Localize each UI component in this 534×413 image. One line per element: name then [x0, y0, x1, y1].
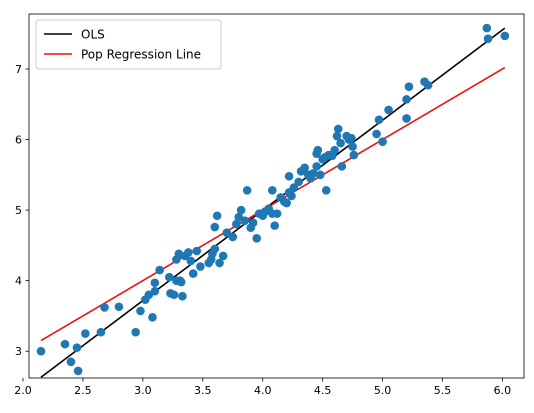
x-tick-label-8: 6.0	[494, 384, 512, 397]
scatter-point-31	[196, 262, 205, 271]
scatter-point-9	[131, 327, 140, 337]
scatter-point-55	[268, 186, 277, 195]
scatter-point-60	[282, 198, 291, 208]
x-tick-label-0: 2.0	[14, 384, 32, 397]
scatter-point-3	[72, 343, 82, 352]
scatter-point-81	[332, 131, 342, 141]
x-tick-label-2: 3.0	[134, 384, 152, 397]
scatter-point-1	[60, 339, 70, 349]
scatter-point-41	[228, 232, 238, 242]
scatter-point-90	[372, 129, 381, 139]
scatter-point-67	[300, 163, 309, 173]
y-tick-label-4: 7	[15, 63, 22, 76]
scatter-point-99	[482, 23, 492, 33]
y-tick-label-2: 5	[15, 204, 22, 217]
x-tick-label-6: 5.0	[374, 384, 392, 397]
scatter-point-87	[347, 133, 356, 143]
legend-label-0: OLS	[81, 28, 105, 42]
legend-label-1: Pop Regression Line	[81, 48, 201, 62]
y-tick-label-1: 4	[15, 275, 22, 288]
regression-lines	[40, 27, 506, 378]
scatter-point-17	[164, 272, 174, 282]
scatter-point-19	[169, 290, 179, 300]
scatter-point-7	[100, 303, 109, 312]
scatter-point-35	[210, 244, 220, 254]
scatter-point-63	[287, 191, 296, 201]
legend-box	[35, 19, 222, 70]
scatter-point-28	[186, 256, 196, 266]
scatter-point-40	[222, 228, 232, 237]
scatter-point-93	[384, 105, 393, 115]
scatter-point-83	[336, 138, 345, 148]
scatter-point-92	[378, 137, 387, 146]
scatter-point-91	[374, 115, 384, 125]
scatter-point-98	[423, 80, 433, 90]
x-tick-label-1: 2.5	[74, 384, 92, 397]
scatter-point-25	[178, 291, 187, 301]
scatter-point-29	[188, 269, 198, 278]
scatter-point-80	[330, 145, 339, 155]
scatter-point-94	[402, 114, 411, 123]
scatter-point-49	[252, 234, 262, 243]
scatter-point-100	[483, 34, 493, 43]
scatter-point-2	[66, 357, 76, 367]
scatter-point-8	[114, 302, 124, 312]
scatter-point-71	[312, 162, 321, 171]
scatter-point-101	[500, 31, 510, 41]
scatter-point-5	[81, 329, 90, 338]
scatter-point-37	[212, 211, 222, 221]
scatter-point-56	[270, 221, 280, 230]
scatter-point-16	[155, 265, 164, 275]
scatter-point-57	[272, 209, 282, 218]
y-axis: 3 4 5 6 7	[15, 63, 29, 358]
scatter-point-84	[337, 162, 347, 171]
scatter-point-74	[315, 170, 325, 180]
scatter-point-82	[333, 124, 343, 134]
scatter-point-88	[348, 142, 357, 151]
scatter-point-13	[148, 313, 157, 322]
scatter-point-62	[284, 171, 294, 181]
x-tick-label-4: 4.0	[254, 384, 272, 397]
x-tick-label-3: 3.5	[194, 384, 212, 397]
x-tick-label-7: 5.5	[434, 384, 452, 397]
scatter-point-70	[308, 169, 318, 178]
scatter-point-30	[192, 246, 202, 256]
scatter-point-27	[184, 248, 193, 257]
scatter-point-89	[349, 150, 359, 160]
scatter-point-95	[402, 95, 411, 104]
scatter-point-46	[242, 186, 252, 195]
scatter-point-77	[321, 186, 331, 195]
scatter-point-14	[150, 286, 160, 296]
scatter-point-15	[150, 278, 160, 288]
scatter-point-48	[248, 218, 258, 228]
scatter-point-36	[210, 222, 220, 232]
scatter-point-39	[218, 251, 228, 261]
scatter-point-6	[96, 327, 106, 337]
scatter-point-44	[236, 205, 246, 215]
series-line-0	[40, 27, 506, 378]
scatter-points	[36, 23, 510, 376]
scatter-point-10	[136, 306, 145, 316]
x-tick-label-5: 4.5	[314, 384, 332, 397]
scatter-point-4	[73, 366, 83, 376]
plot-frame	[28, 13, 525, 379]
scatter-point-38	[215, 258, 224, 268]
scatter-point-96	[404, 82, 414, 91]
legend: OLS Pop Regression Line	[35, 19, 222, 70]
scatter-point-0	[36, 346, 46, 356]
y-tick-label-3: 6	[15, 134, 22, 147]
x-axis: 2.0 2.5 3.0 3.5 4.0 4.5 5.0 5.5 6.0	[14, 378, 511, 397]
scatter-point-64	[289, 183, 299, 192]
series-line-1	[40, 66, 506, 342]
scatter-point-73	[313, 145, 323, 155]
scatter-point-65	[294, 177, 303, 187]
y-tick-label-0: 3	[15, 345, 22, 358]
scatter-point-45	[240, 216, 250, 225]
scatter-point-42	[232, 219, 241, 229]
scatter-point-24	[176, 277, 186, 287]
